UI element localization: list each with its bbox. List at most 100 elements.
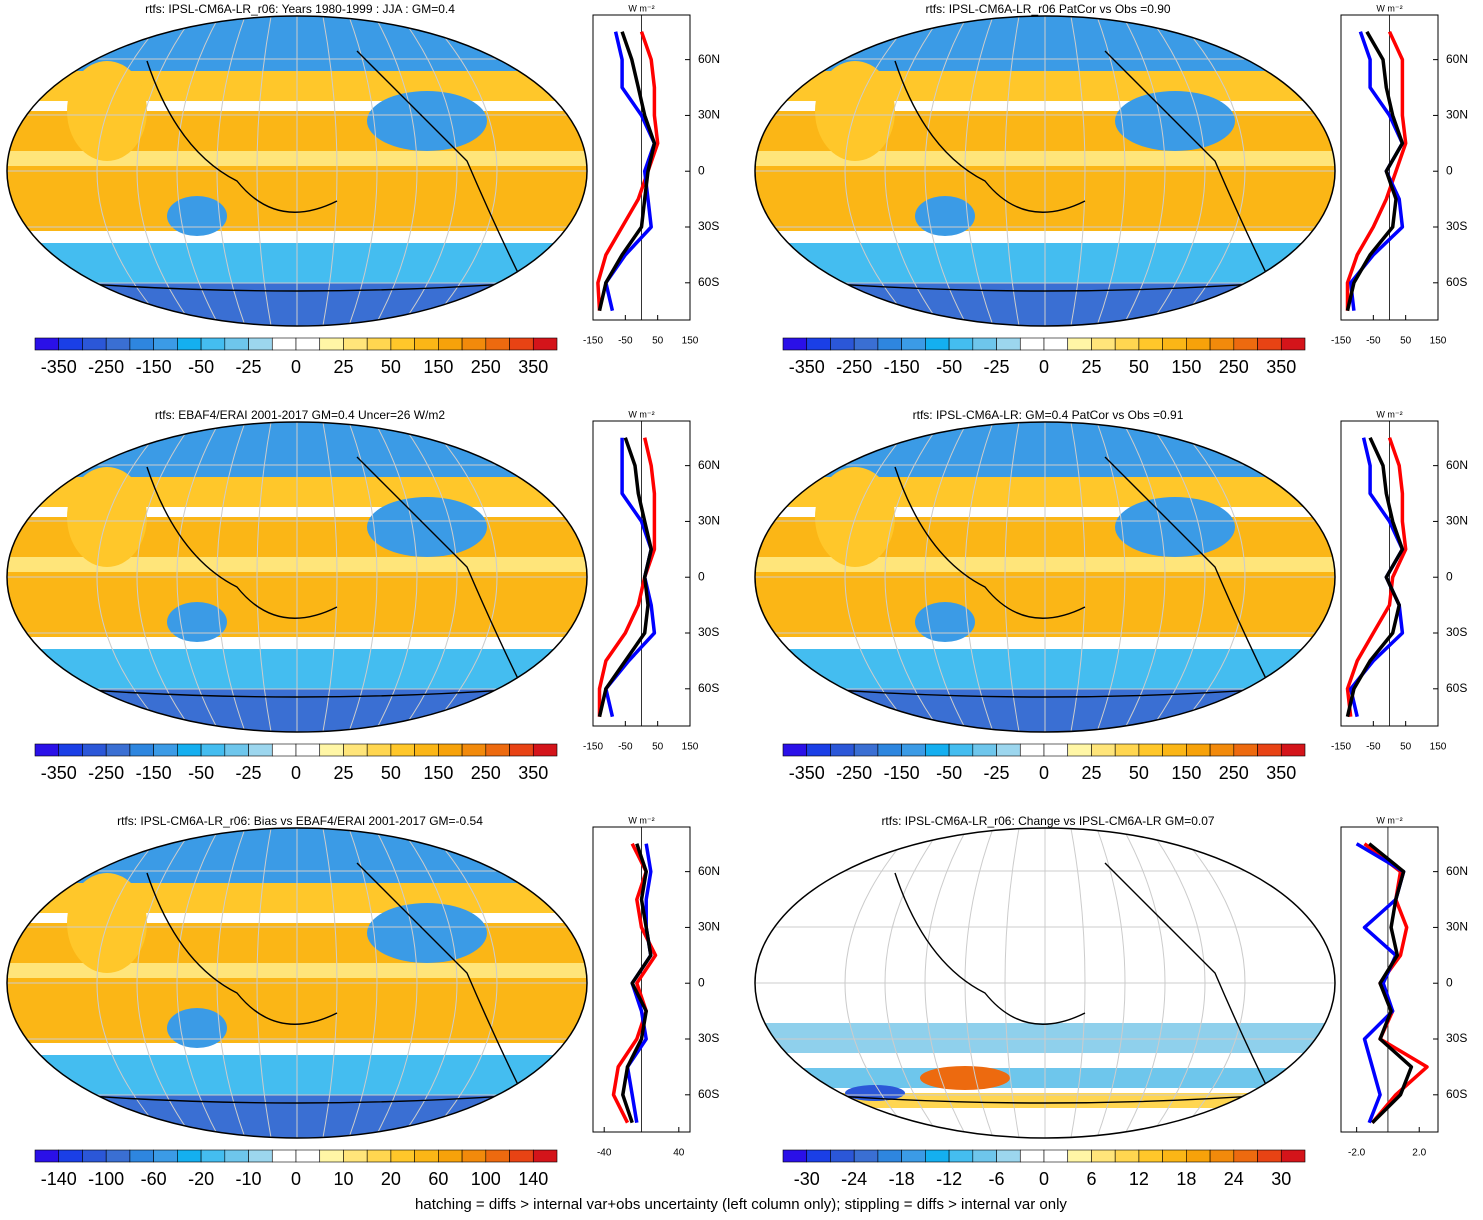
colorbar-box bbox=[177, 1149, 202, 1163]
colorbar-box bbox=[853, 743, 879, 757]
x-tick-label: 150 bbox=[1430, 742, 1447, 753]
colorbar-box bbox=[901, 337, 926, 351]
coastline bbox=[794, 456, 1296, 698]
y-tick-label: 30S bbox=[698, 625, 719, 639]
colorbar-label: 25 bbox=[1081, 763, 1101, 783]
colorbar-box bbox=[509, 743, 534, 757]
colorbar-label: -24 bbox=[841, 1169, 867, 1189]
colorbar-box bbox=[830, 337, 855, 351]
colorbar-box bbox=[200, 1149, 226, 1163]
graticule bbox=[964, 16, 996, 326]
colorbar-box bbox=[177, 337, 202, 351]
colorbar-box bbox=[1138, 337, 1163, 351]
x-unit: W m⁻² bbox=[628, 815, 654, 825]
graticule bbox=[1094, 828, 1126, 1138]
colorbar-box bbox=[224, 1149, 249, 1163]
graticule bbox=[1094, 422, 1126, 732]
map-title: rtfs: IPSL-CM6A-LR_r06: Years 1980-1999 … bbox=[145, 2, 455, 16]
graticule bbox=[256, 422, 273, 732]
graticule bbox=[346, 422, 378, 732]
colorbar-label: 25 bbox=[1081, 357, 1101, 377]
colorbar-box bbox=[153, 743, 178, 757]
colorbar-label: 18 bbox=[1176, 1169, 1196, 1189]
colorbar-box bbox=[461, 1149, 487, 1163]
x-tick-label: -150 bbox=[1331, 742, 1351, 753]
y-tick-label: 30S bbox=[1446, 1031, 1467, 1045]
colorbar-box bbox=[461, 743, 487, 757]
map-region bbox=[7, 1043, 587, 1055]
x-tick-label: -150 bbox=[583, 742, 603, 753]
y-tick-label: 30S bbox=[698, 219, 719, 233]
map-outline bbox=[754, 827, 1336, 1139]
graticule bbox=[256, 16, 273, 326]
x-tick-label: 50 bbox=[1400, 742, 1412, 753]
colorbar-label: -350 bbox=[789, 357, 825, 377]
colorbar-box bbox=[782, 337, 808, 351]
map-outline bbox=[6, 421, 588, 733]
y-tick-label: 60S bbox=[698, 275, 719, 289]
colorbar-label: 150 bbox=[1171, 357, 1201, 377]
colorbar-label: -250 bbox=[88, 763, 124, 783]
y-tick-label: 30N bbox=[698, 514, 720, 528]
colorbar-label: -12 bbox=[936, 1169, 962, 1189]
y-tick-label: 60N bbox=[1446, 458, 1468, 472]
graticule bbox=[216, 422, 248, 732]
x-tick-label: 50 bbox=[1400, 336, 1412, 347]
x-tick-label: 150 bbox=[682, 742, 699, 753]
zonal-line bbox=[1345, 30, 1405, 312]
colorbar-box bbox=[806, 743, 831, 757]
colorbar-box bbox=[414, 337, 439, 351]
colorbar-label: 50 bbox=[1129, 763, 1149, 783]
colorbar-box bbox=[295, 337, 321, 351]
colorbar-box bbox=[343, 337, 368, 351]
colorbar-label: -60 bbox=[141, 1169, 167, 1189]
colorbar-box bbox=[1257, 1149, 1282, 1163]
colorbar-label: 0 bbox=[291, 1169, 301, 1189]
colorbar-box bbox=[509, 1149, 534, 1163]
graticule bbox=[1169, 828, 1246, 1138]
colorbar-label: -25 bbox=[236, 357, 262, 377]
colorbar-box bbox=[1186, 743, 1211, 757]
colorbar-box bbox=[295, 743, 321, 757]
colorbar-box bbox=[1186, 1149, 1211, 1163]
colorbar-label: 250 bbox=[471, 357, 501, 377]
colorbar-box bbox=[438, 1149, 463, 1163]
map-outline bbox=[6, 15, 588, 327]
coastline bbox=[794, 862, 1296, 1104]
colorbar-box bbox=[782, 743, 808, 757]
colorbar-box bbox=[972, 337, 997, 351]
colorbar-label: -50 bbox=[936, 763, 962, 783]
x-tick-label: -150 bbox=[583, 336, 603, 347]
colorbar-box bbox=[295, 1149, 321, 1163]
colorbar-box bbox=[271, 337, 297, 351]
colorbar-box bbox=[319, 337, 344, 351]
colorbar-box bbox=[509, 337, 534, 351]
zonal-line bbox=[1345, 30, 1408, 311]
colorbar-label: -140 bbox=[41, 1169, 77, 1189]
colorbar-box bbox=[532, 337, 558, 351]
colorbar-box bbox=[366, 337, 392, 351]
colorbar-label: 250 bbox=[1219, 357, 1249, 377]
colorbar-box bbox=[1186, 337, 1211, 351]
map-region bbox=[7, 231, 587, 243]
colorbar-box bbox=[82, 337, 107, 351]
colorbar-label: -50 bbox=[188, 357, 214, 377]
colorbar-box bbox=[129, 337, 154, 351]
graticule bbox=[256, 828, 273, 1138]
y-tick-label: 0 bbox=[1446, 975, 1453, 989]
colorbar-box bbox=[248, 337, 273, 351]
graticule bbox=[421, 828, 498, 1138]
colorbar-label: -150 bbox=[136, 357, 172, 377]
colorbar-label: -18 bbox=[889, 1169, 915, 1189]
graticule bbox=[96, 16, 173, 326]
x-tick-label: 150 bbox=[682, 336, 699, 347]
colorbar-box bbox=[319, 743, 344, 757]
y-tick-label: 30S bbox=[1446, 625, 1467, 639]
y-tick-label: 30N bbox=[1446, 108, 1468, 122]
colorbar-label: 150 bbox=[1171, 763, 1201, 783]
zonal-line bbox=[604, 31, 657, 312]
colorbar-box bbox=[1019, 1149, 1045, 1163]
y-tick-label: 60N bbox=[698, 458, 720, 472]
colorbar-box bbox=[438, 337, 463, 351]
colorbar-box bbox=[82, 743, 107, 757]
